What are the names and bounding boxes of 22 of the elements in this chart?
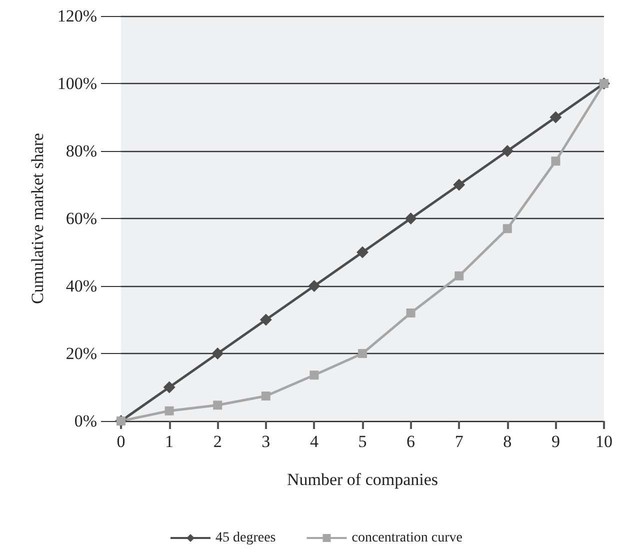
y-tick-label: 60% <box>66 209 97 228</box>
x-tick-label: 7 <box>454 432 464 451</box>
legend-label: 45 degrees <box>215 530 276 546</box>
y-tick-label: 0% <box>74 412 97 430</box>
x-tick-label: 10 <box>596 432 612 451</box>
x-tick-label: 8 <box>503 432 512 451</box>
y-tick-label: 80% <box>66 142 97 160</box>
x-tick-label: 4 <box>310 432 319 451</box>
y-tick-label: 20% <box>66 344 97 363</box>
y-tick-label: 40% <box>66 276 97 296</box>
y-axis-title: Cumulative market share <box>28 133 47 304</box>
x-tick-label: 9 <box>551 432 560 451</box>
x-tick-label: 0 <box>116 432 126 451</box>
y-tick-label: 100% <box>57 74 97 93</box>
x-tick-label: 1 <box>165 432 174 451</box>
x-tick-label: 6 <box>406 432 416 451</box>
legend-label: concentration curve <box>352 530 463 546</box>
y-tick-label: 120% <box>57 6 97 26</box>
x-tick-label: 5 <box>358 432 367 451</box>
x-tick-label: 2 <box>213 432 222 451</box>
x-tick-label: 3 <box>262 432 270 451</box>
x-axis-title: Number of companies <box>286 470 438 489</box>
